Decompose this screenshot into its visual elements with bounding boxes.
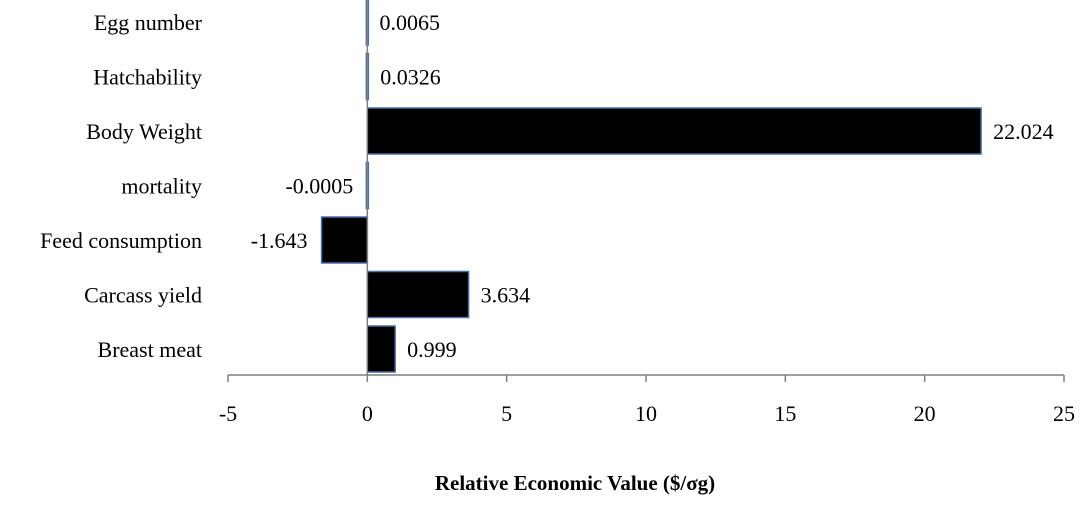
bars-layer bbox=[320, 0, 982, 373]
x-tick-label: 5 bbox=[501, 401, 512, 426]
x-tick-label: 0 bbox=[362, 401, 373, 426]
x-axis-title: Relative Economic Value ($/σg) bbox=[435, 471, 715, 495]
bar bbox=[366, 270, 470, 319]
x-tick-label: 15 bbox=[774, 401, 796, 426]
data-label: 0.0326 bbox=[380, 65, 441, 90]
data-label: 3.634 bbox=[481, 283, 530, 308]
category-label: Carcass yield bbox=[84, 283, 202, 308]
category-label: Breast meat bbox=[98, 337, 202, 362]
category-label: Egg number bbox=[94, 10, 203, 35]
x-tick-label: -5 bbox=[219, 401, 237, 426]
bar bbox=[366, 325, 396, 373]
x-axis: -5 0 5 10 15 20 25 bbox=[219, 0, 1075, 426]
data-label: 0.0065 bbox=[380, 10, 441, 35]
category-label: mortality bbox=[121, 174, 202, 199]
bar bbox=[366, 107, 982, 155]
labels-layer: Egg number 0.0065 Hatchability 0.0326 Body W… bbox=[40, 10, 1054, 362]
category-label: Feed consumption bbox=[40, 228, 202, 253]
data-label: -1.643 bbox=[251, 228, 308, 253]
x-tick-label: 20 bbox=[914, 401, 936, 426]
category-label: Hatchability bbox=[93, 65, 202, 90]
x-tick-label: 10 bbox=[635, 401, 657, 426]
data-label: -0.0005 bbox=[285, 174, 353, 199]
data-label: 22.024 bbox=[993, 119, 1054, 144]
category-label: Body Weight bbox=[86, 119, 202, 144]
data-label: 0.999 bbox=[407, 337, 457, 362]
x-tick-label: 25 bbox=[1053, 401, 1075, 426]
bar bbox=[320, 216, 369, 264]
